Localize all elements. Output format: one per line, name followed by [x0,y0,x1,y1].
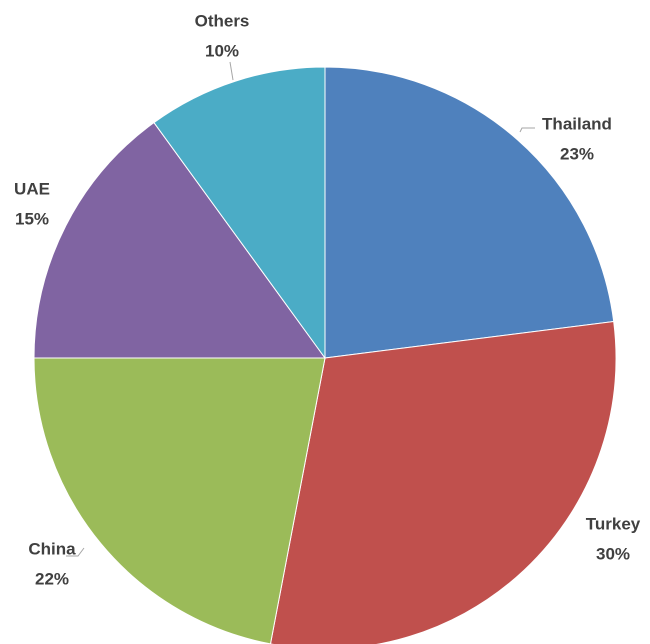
slice-label: Turkey [586,514,641,533]
leader-line [229,61,234,81]
pie-slice [324,66,615,359]
slice-label: Thailand [542,114,612,133]
leader-line [519,127,535,133]
pie-slice [153,66,326,360]
leader-line [66,547,85,557]
pie-slice [269,320,617,644]
slice-label: Others [195,11,250,30]
pie-slice [33,357,326,644]
slice-value-label: 30% [596,544,630,563]
slice-label: China [28,539,76,558]
slice-value-label: 23% [560,144,594,163]
slice-value-label: 15% [15,209,49,228]
slice-value-label: 10% [205,41,239,60]
slices [33,66,617,644]
slice-label: UAE [14,179,50,198]
slice-value-label: 22% [35,569,69,588]
pie-slice [33,121,326,359]
